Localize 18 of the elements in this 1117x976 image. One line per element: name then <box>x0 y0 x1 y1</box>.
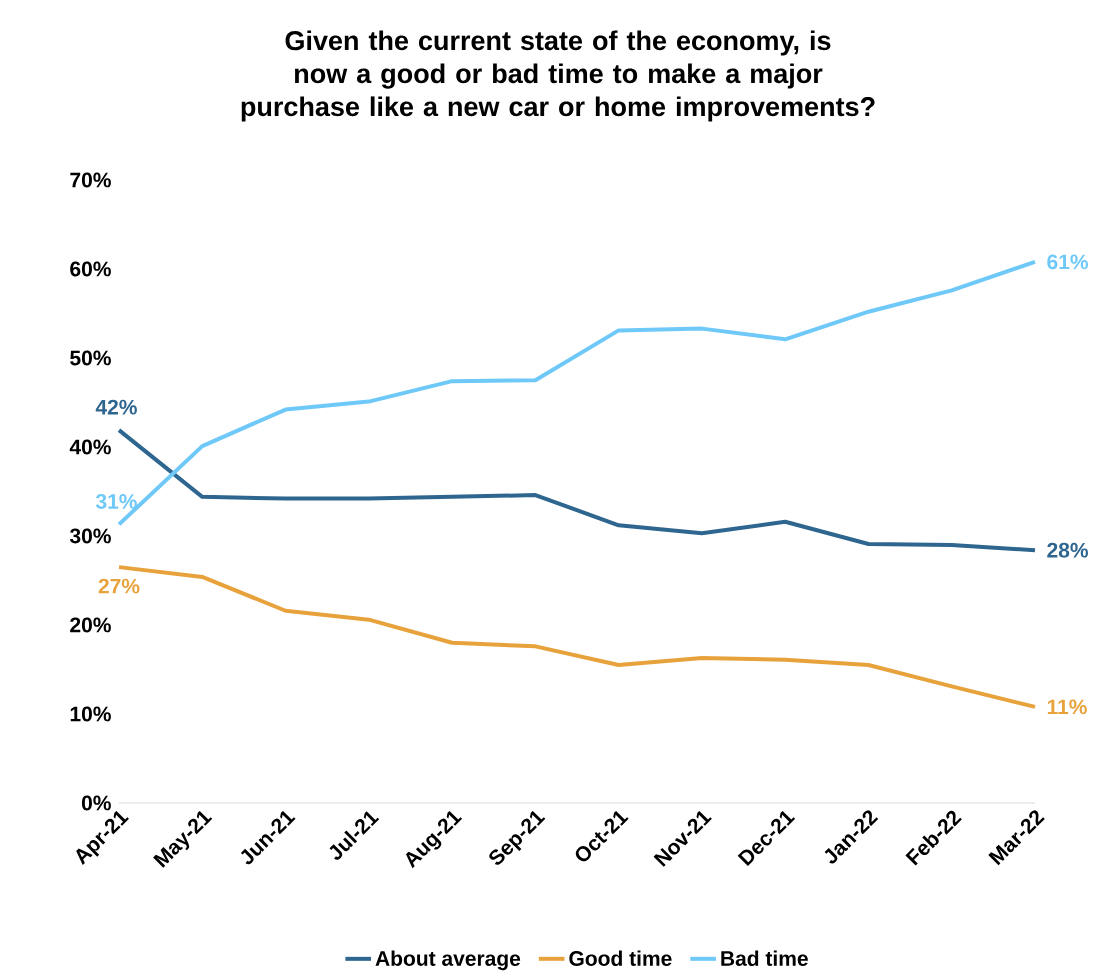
legend-label: Good time <box>569 950 672 966</box>
chart-title: Given the current state of the economy, is now a good or bad time to make a major purchase like a new car or home improvements? <box>241 30 875 122</box>
data-label: 27% <box>98 578 140 594</box>
y-tick-label: 0% <box>81 795 111 811</box>
data-label: 42% <box>95 399 137 415</box>
data-label: 28% <box>1047 542 1088 558</box>
y-tick-label: 30% <box>69 528 111 544</box>
y-tick-label: 20% <box>70 617 111 633</box>
data-label: 31% <box>95 493 137 509</box>
data-label: 11% <box>1047 699 1087 715</box>
legend-label: About average <box>375 950 521 971</box>
y-tick-label: 50% <box>70 350 111 366</box>
legend-label: Bad time <box>721 950 808 966</box>
y-tick-label: 40% <box>69 439 111 455</box>
y-tick-label: 60% <box>70 261 111 277</box>
data-label: 61% <box>1047 254 1088 270</box>
y-tick-label: 10% <box>70 706 111 722</box>
y-tick-label: 70% <box>70 172 111 188</box>
